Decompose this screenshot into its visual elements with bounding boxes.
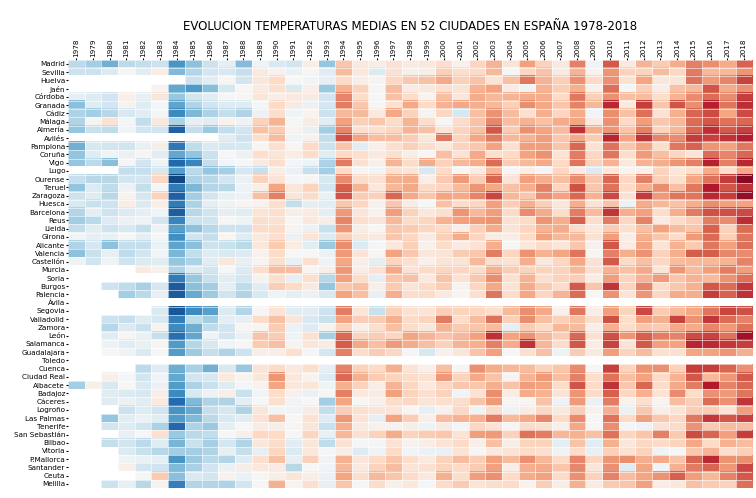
Title: EVOLUCION TEMPERATURAS MEDIAS EN 52 CIUDADES EN ESPAÑA 1978-2018: EVOLUCION TEMPERATURAS MEDIAS EN 52 CIUD… xyxy=(183,20,637,33)
